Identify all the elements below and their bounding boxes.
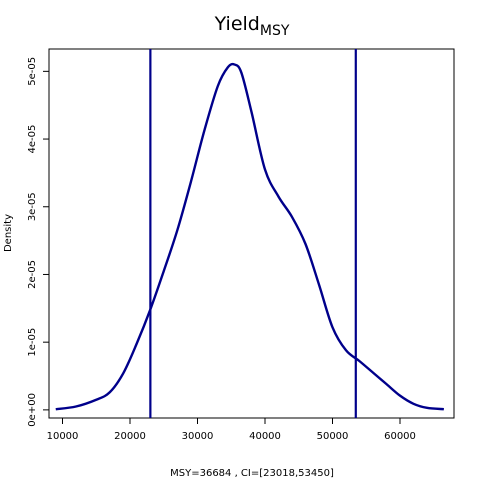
x-tick-label: 10000: [47, 431, 79, 442]
x-axis-title: MSY=36684 , CI=[23018,53450]: [170, 468, 334, 479]
x-tick-label: 30000: [182, 431, 214, 442]
series-layer: [55, 49, 444, 418]
y-axis-title: Density: [3, 214, 14, 252]
y-tick-label: 5e-05: [27, 57, 38, 86]
y-tick-label: 2e-05: [27, 260, 38, 289]
plot-frame: [48, 48, 455, 419]
x-axis: 10000 20000 30000 40000 50000 60000: [47, 418, 416, 442]
y-tick-label: 0e+00: [27, 393, 38, 427]
x-tick-label: 60000: [384, 431, 416, 442]
chart-title: YieldMSY: [214, 13, 290, 39]
y-tick-label: 3e-05: [27, 192, 38, 221]
x-tick-label: 50000: [317, 431, 349, 442]
y-axis: 0e+00 1e-05 2e-05 3e-05 4e-05 5e-05: [27, 57, 49, 427]
x-tick-label: 20000: [114, 431, 146, 442]
y-tick-label: 4e-05: [27, 125, 38, 154]
density-line: [55, 62, 444, 411]
y-tick-label: 1e-05: [27, 328, 38, 357]
x-tick-label: 40000: [249, 431, 281, 442]
